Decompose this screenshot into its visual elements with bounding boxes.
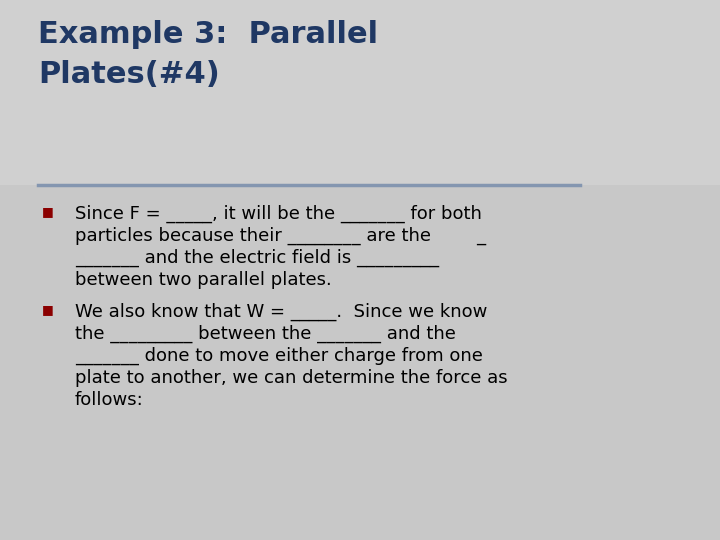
- Text: _______ done to move either charge from one: _______ done to move either charge from …: [75, 347, 483, 365]
- Text: between two parallel plates.: between two parallel plates.: [75, 271, 332, 289]
- Bar: [0, 0, 720, 185]
- Text: Example 3:  Parallel: Example 3: Parallel: [38, 20, 378, 49]
- Text: _______ and the electric field is _________: _______ and the electric field is ______…: [75, 249, 439, 267]
- Text: Since F = _____, it will be the _______ for both: Since F = _____, it will be the _______ …: [75, 205, 482, 223]
- Text: particles because their ________ are the        _: particles because their ________ are the…: [75, 227, 486, 245]
- Text: Plates(#4): Plates(#4): [38, 60, 220, 89]
- Text: plate to another, we can determine the force as: plate to another, we can determine the f…: [75, 369, 508, 387]
- Text: We also know that W = _____.  Since we know: We also know that W = _____. Since we kn…: [75, 303, 487, 321]
- Text: the _________ between the _______ and the: the _________ between the _______ and th…: [75, 325, 456, 343]
- Text: follows:: follows:: [75, 391, 144, 409]
- Text: ■: ■: [42, 205, 54, 218]
- Text: ■: ■: [42, 303, 54, 316]
